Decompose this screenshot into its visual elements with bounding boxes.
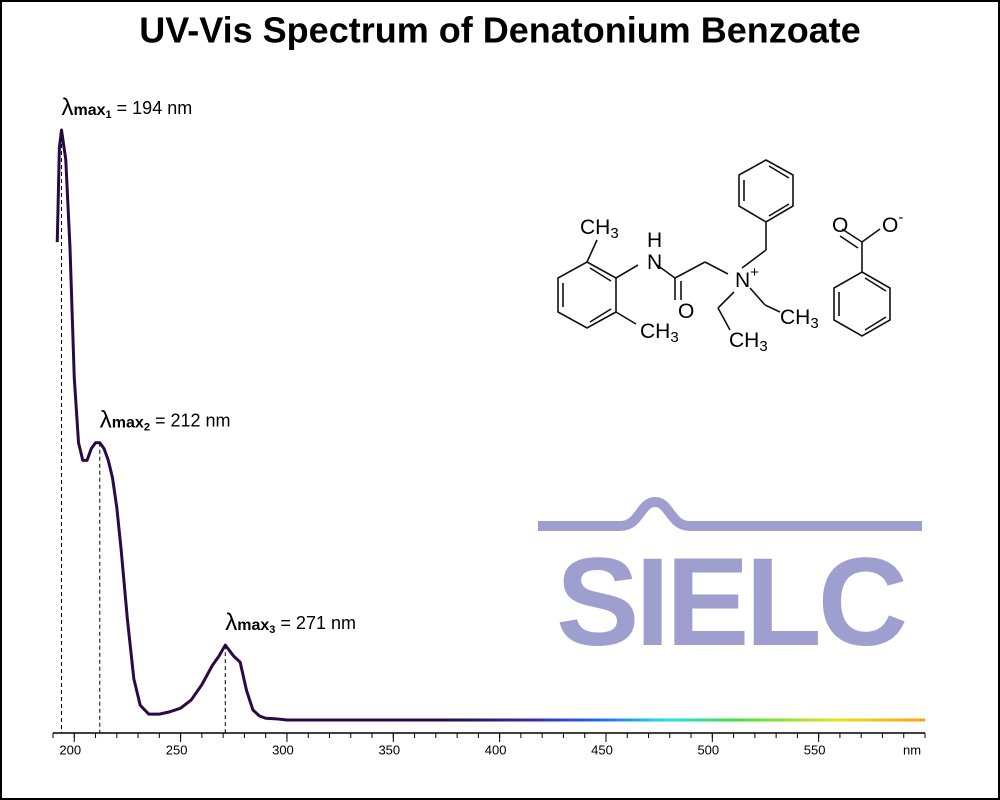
structure-label: N [647,251,662,274]
atom: CH [729,329,759,352]
x-tick-label: 400 [485,742,507,757]
annotation-label: max [237,617,269,634]
structure-label: CH3 [580,216,619,242]
subscript: 3 [759,338,767,355]
subscript: 3 [610,225,618,242]
structure-label: CH3 [780,306,819,332]
atom: N [735,269,750,292]
structure [557,159,891,337]
x-tick-label: 500 [697,742,719,757]
annotation-text: = 271 nm [280,613,356,633]
structure-label: O [678,300,694,323]
subscript: 3 [670,329,678,346]
structure-label: CH3 [640,320,679,346]
annotation-symbol: λ [62,94,74,121]
x-tick-label: 550 [804,742,826,757]
atom: N [647,251,662,274]
spectrum-line [55,128,925,722]
atom: O [678,300,694,323]
structure-label: O- [882,209,903,237]
atom: H [647,229,662,252]
atom: CH [640,320,670,343]
atom: CH [780,306,810,329]
atom: O [882,214,898,237]
annotation: λmax3 = 271 nm [225,609,356,636]
annotation-symbol: λ [100,407,112,434]
logo: SIELC [556,533,905,672]
annotation: λmax1 = 194 nm [62,94,193,121]
x-axis-label: nm [903,742,921,757]
atom: CH [580,216,610,239]
structure-label: O [832,214,848,237]
x-tick-label: 350 [378,742,400,757]
structure-label: H [647,229,662,252]
superscript: + [750,264,759,281]
annotation-subscript: 3 [269,624,275,636]
x-tick-label: 250 [166,742,188,757]
structure-label: N+ [735,264,759,292]
atom: O [832,214,848,237]
x-tick-label: 200 [59,742,81,757]
annotation-label: max [74,102,106,119]
subscript: 3 [810,315,818,332]
annotation-subscript: 2 [144,422,150,434]
annotation-symbol: λ [225,609,237,636]
x-tick-label: 450 [591,742,613,757]
annotation: λmax2 = 212 nm [100,407,231,434]
annotation-text: = 212 nm [155,410,231,430]
annotation-subscript: 1 [106,109,112,121]
annotation-label: max [112,415,144,432]
structure-label: CH3 [729,329,768,355]
chart-title: UV-Vis Spectrum of Denatonium Benzoate [139,10,860,51]
logo-swoosh [538,496,922,531]
x-tick-label: 300 [272,742,294,757]
annotation-text: = 194 nm [117,98,193,118]
superscript: - [898,209,903,226]
